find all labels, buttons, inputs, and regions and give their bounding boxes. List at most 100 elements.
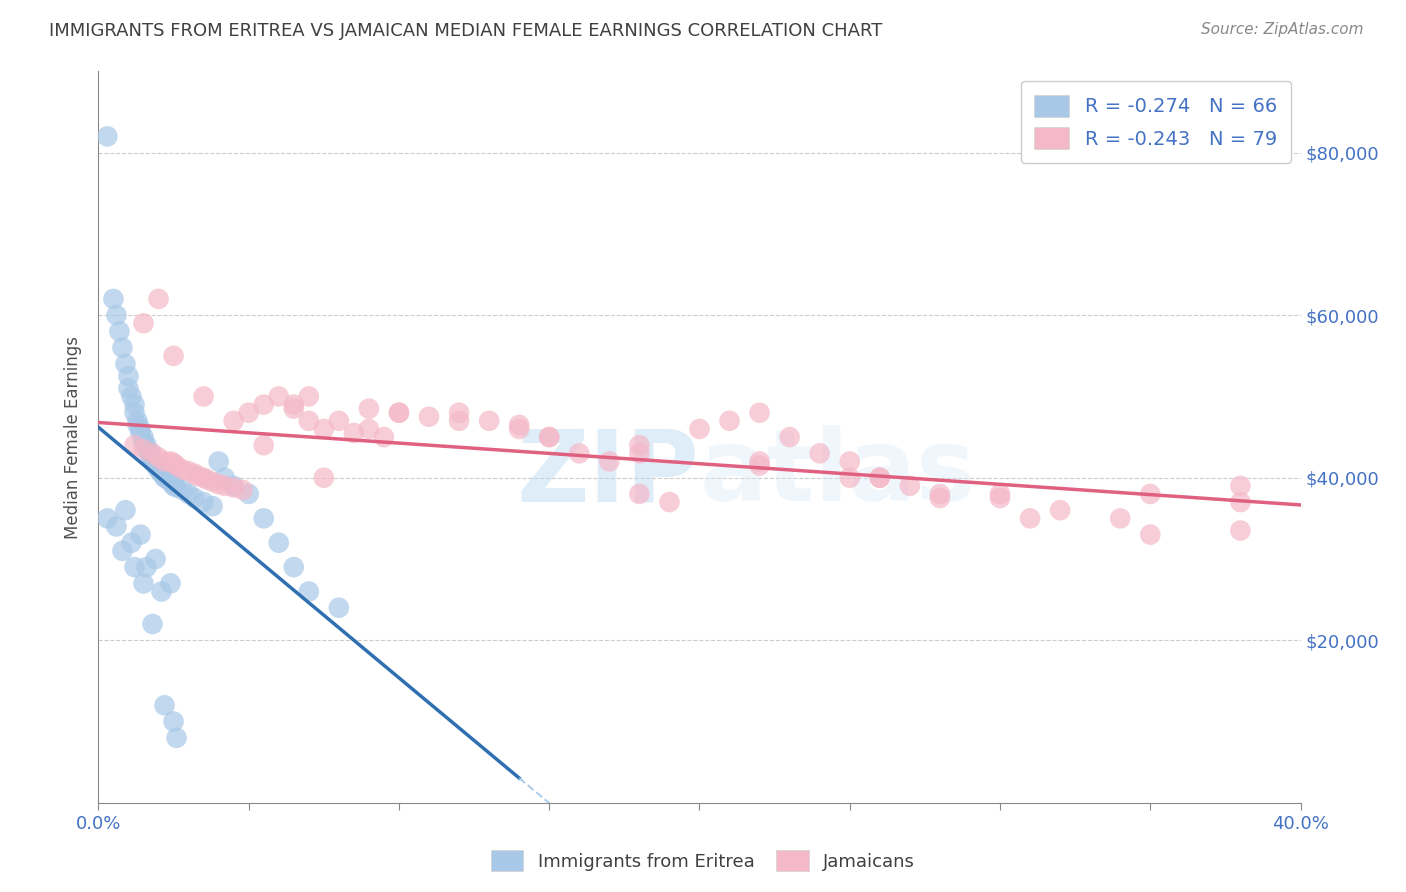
Point — [538, 430, 561, 444]
Point — [124, 406, 146, 420]
Point — [373, 430, 395, 444]
Point — [1109, 511, 1132, 525]
Point — [156, 472, 179, 486]
Point — [148, 461, 170, 475]
Point — [138, 448, 160, 462]
Point — [124, 438, 146, 452]
Point — [148, 292, 170, 306]
Point — [96, 511, 118, 525]
Point — [150, 464, 173, 478]
Point — [779, 430, 801, 444]
Point — [172, 483, 194, 497]
Point — [283, 398, 305, 412]
Point — [105, 308, 128, 322]
Point — [869, 471, 891, 485]
Point — [108, 325, 131, 339]
Point — [150, 584, 173, 599]
Y-axis label: Median Female Earnings: Median Female Earnings — [65, 335, 83, 539]
Point — [141, 454, 163, 468]
Point — [145, 458, 167, 473]
Point — [111, 544, 134, 558]
Point — [103, 292, 125, 306]
Point — [121, 535, 143, 549]
Point — [166, 731, 188, 745]
Point — [598, 454, 620, 468]
Point — [388, 406, 411, 420]
Point — [312, 422, 335, 436]
Point — [111, 341, 134, 355]
Point — [447, 406, 470, 420]
Point — [628, 446, 651, 460]
Point — [135, 442, 157, 457]
Point — [388, 406, 411, 420]
Point — [929, 487, 952, 501]
Point — [193, 471, 215, 485]
Text: IMMIGRANTS FROM ERITREA VS JAMAICAN MEDIAN FEMALE EARNINGS CORRELATION CHART: IMMIGRANTS FROM ERITREA VS JAMAICAN MEDI… — [49, 22, 883, 40]
Point — [283, 401, 305, 416]
Point — [988, 487, 1011, 501]
Point — [267, 389, 290, 403]
Point — [253, 511, 276, 525]
Point — [538, 430, 561, 444]
Point — [162, 714, 184, 729]
Point — [145, 456, 167, 470]
Point — [357, 401, 380, 416]
Point — [141, 450, 163, 465]
Point — [357, 422, 380, 436]
Point — [283, 560, 305, 574]
Point — [129, 425, 152, 440]
Point — [153, 471, 176, 485]
Point — [132, 316, 155, 330]
Point — [166, 480, 188, 494]
Point — [114, 357, 136, 371]
Point — [127, 414, 149, 428]
Legend: Immigrants from Eritrea, Jamaicans: Immigrants from Eritrea, Jamaicans — [484, 843, 922, 879]
Point — [628, 487, 651, 501]
Point — [208, 477, 231, 491]
Point — [105, 519, 128, 533]
Point — [159, 475, 181, 489]
Point — [748, 406, 770, 420]
Point — [132, 576, 155, 591]
Point — [201, 475, 224, 489]
Point — [135, 438, 157, 452]
Point — [214, 479, 236, 493]
Point — [658, 495, 681, 509]
Point — [132, 442, 155, 457]
Point — [96, 129, 118, 144]
Point — [183, 491, 205, 505]
Point — [267, 535, 290, 549]
Point — [343, 425, 366, 440]
Point — [117, 369, 139, 384]
Point — [132, 430, 155, 444]
Point — [177, 487, 200, 501]
Point — [238, 406, 260, 420]
Point — [148, 450, 170, 465]
Point — [162, 477, 184, 491]
Point — [150, 467, 173, 481]
Point — [312, 471, 335, 485]
Point — [187, 469, 209, 483]
Point — [898, 479, 921, 493]
Point — [478, 414, 501, 428]
Point — [298, 389, 321, 403]
Point — [159, 576, 181, 591]
Point — [141, 617, 163, 632]
Point — [162, 349, 184, 363]
Point — [328, 600, 350, 615]
Point — [1229, 524, 1251, 538]
Point — [132, 434, 155, 449]
Point — [145, 552, 167, 566]
Point — [838, 471, 860, 485]
Point — [628, 438, 651, 452]
Point — [718, 414, 741, 428]
Point — [929, 491, 952, 505]
Point — [253, 438, 276, 452]
Point — [689, 422, 711, 436]
Point — [508, 417, 530, 432]
Point — [153, 698, 176, 713]
Point — [195, 472, 218, 486]
Text: atlas: atlas — [700, 425, 976, 522]
Point — [568, 446, 591, 460]
Point — [298, 414, 321, 428]
